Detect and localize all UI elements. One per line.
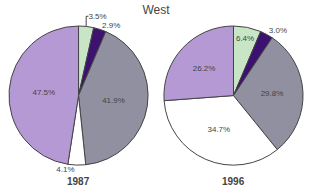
svg-text:2.9%: 2.9% xyxy=(102,21,120,30)
svg-text:6.4%: 6.4% xyxy=(236,34,254,43)
svg-text:1987: 1987 xyxy=(67,176,90,187)
svg-text:West: West xyxy=(142,3,170,17)
svg-text:41.9%: 41.9% xyxy=(102,96,125,105)
svg-text:3.0%: 3.0% xyxy=(269,26,287,35)
svg-text:47.5%: 47.5% xyxy=(32,88,55,97)
svg-text:34.7%: 34.7% xyxy=(208,125,231,134)
svg-text:1996: 1996 xyxy=(222,176,245,187)
svg-text:29.8%: 29.8% xyxy=(261,89,284,98)
svg-text:3.5%: 3.5% xyxy=(88,12,106,21)
svg-text:4.1%: 4.1% xyxy=(56,165,74,174)
svg-text:26.2%: 26.2% xyxy=(193,64,216,73)
